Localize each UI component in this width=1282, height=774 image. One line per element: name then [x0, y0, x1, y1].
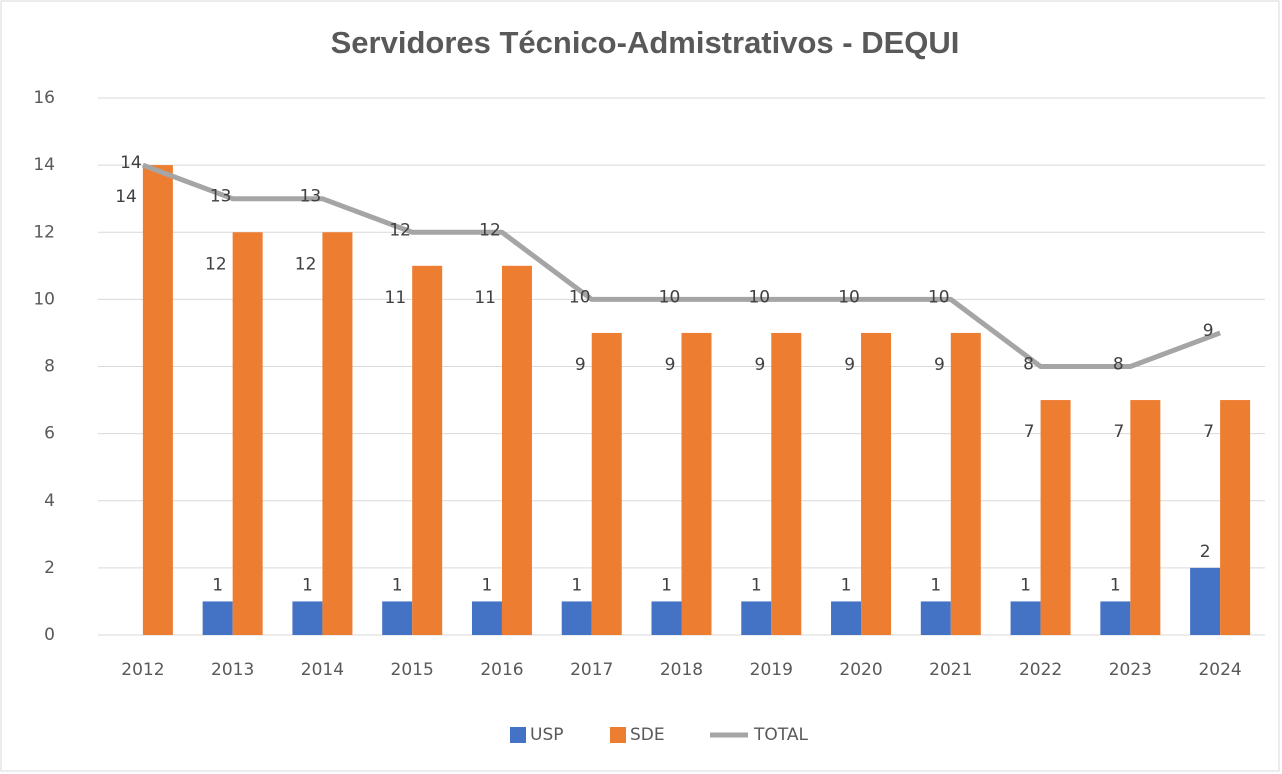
data-label: 10: [928, 287, 950, 307]
data-label: 1: [1110, 575, 1121, 595]
bar: [292, 601, 323, 635]
y-tick-label: 16: [33, 88, 55, 108]
data-label: 14: [115, 187, 137, 207]
y-tick-label: 14: [33, 155, 55, 175]
data-label: 1: [661, 575, 672, 595]
data-label: 12: [389, 220, 411, 240]
data-label: 1: [930, 575, 941, 595]
chart-title: Servidores Técnico-Admistrativos - DEQUI: [331, 25, 960, 60]
x-tick-label: 2012: [121, 660, 164, 680]
y-tick-label: 0: [44, 625, 55, 645]
x-tick-label: 2015: [391, 660, 434, 680]
bar: [561, 601, 592, 635]
x-tick-label: 2014: [301, 660, 344, 680]
data-label: 1: [302, 575, 313, 595]
data-label: 1: [751, 575, 762, 595]
bar: [1220, 400, 1251, 635]
data-label: 8: [1023, 355, 1034, 375]
bar: [1100, 601, 1131, 635]
data-label: 9: [844, 355, 855, 375]
legend-swatch: [510, 727, 526, 743]
bar: [950, 332, 981, 635]
data-label: 10: [748, 287, 770, 307]
x-tick-label: 2020: [839, 660, 882, 680]
data-label: 7: [1114, 422, 1125, 442]
data-label: 13: [300, 187, 322, 207]
bar: [202, 601, 233, 635]
y-tick-label: 4: [44, 491, 55, 511]
bar: [382, 601, 413, 635]
data-label: 12: [295, 254, 317, 274]
bar: [1040, 400, 1071, 635]
data-label: 11: [385, 288, 407, 308]
bar: [232, 232, 263, 635]
data-label: 9: [754, 355, 765, 375]
bar: [831, 601, 862, 635]
legend-label: SDE: [630, 725, 665, 745]
bar: [471, 601, 502, 635]
data-label: 8: [1113, 355, 1124, 375]
bar: [1010, 601, 1041, 635]
y-tick-label: 6: [44, 424, 55, 444]
data-label: 1: [482, 575, 493, 595]
bar: [1130, 400, 1161, 635]
data-label: 9: [934, 355, 945, 375]
x-tick-label: 2013: [211, 660, 254, 680]
data-label: 12: [205, 254, 227, 274]
data-label: 9: [665, 355, 676, 375]
data-label: 14: [120, 153, 142, 173]
bar: [861, 332, 892, 635]
bar: [412, 265, 443, 635]
data-label: 1: [571, 575, 582, 595]
bar: [651, 601, 682, 635]
bar: [681, 332, 712, 635]
y-tick-label: 2: [44, 558, 55, 578]
y-tick-label: 10: [33, 289, 55, 309]
bar: [771, 332, 802, 635]
legend-swatch: [610, 727, 626, 743]
data-label: 10: [838, 287, 860, 307]
y-tick-label: 8: [44, 357, 55, 377]
x-tick-label: 2021: [929, 660, 972, 680]
legend-label: TOTAL: [753, 725, 808, 745]
data-label: 11: [474, 288, 496, 308]
x-tick-label: 2017: [570, 660, 613, 680]
data-label: 7: [1024, 422, 1035, 442]
data-label: 1: [212, 575, 223, 595]
bar: [1190, 567, 1221, 635]
data-label: 7: [1203, 422, 1214, 442]
bar: [142, 165, 173, 635]
bar: [591, 332, 622, 635]
x-tick-label: 2022: [1019, 660, 1062, 680]
y-tick-label: 12: [33, 222, 55, 242]
bar: [741, 601, 772, 635]
bar: [920, 601, 951, 635]
data-label: 1: [1020, 575, 1031, 595]
x-tick-label: 2019: [750, 660, 793, 680]
data-label: 13: [210, 187, 232, 207]
bar: [322, 232, 353, 635]
data-label: 1: [392, 575, 403, 595]
data-label: 10: [659, 287, 681, 307]
data-label: 10: [569, 287, 591, 307]
x-tick-label: 2024: [1198, 660, 1241, 680]
x-tick-label: 2018: [660, 660, 703, 680]
data-label: 12: [479, 220, 501, 240]
legend-label: USP: [530, 725, 564, 745]
data-label: 9: [1203, 321, 1214, 341]
x-tick-label: 2016: [480, 660, 523, 680]
data-label: 2: [1200, 542, 1211, 562]
bar: [501, 265, 532, 635]
x-tick-label: 2023: [1109, 660, 1152, 680]
data-label: 9: [575, 355, 586, 375]
data-label: 1: [841, 575, 852, 595]
line: [142, 162, 1221, 369]
